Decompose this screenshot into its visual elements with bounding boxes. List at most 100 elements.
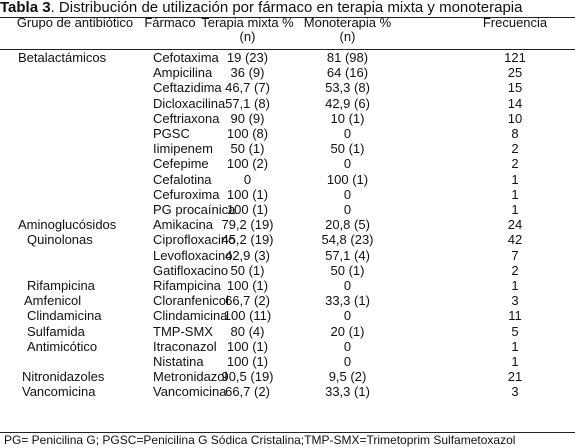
rule xyxy=(0,49,575,50)
mixed-therapy-cell: 36 (9) xyxy=(230,65,265,81)
drug-cell: Vancomicina xyxy=(153,384,227,400)
monotherapy-cell: 81 (98) xyxy=(326,50,369,65)
drug-cell: Metronidazol xyxy=(153,369,228,385)
monotherapy-cell: 20,8 (5) xyxy=(325,217,370,233)
monotherapy-cell: 0 xyxy=(343,126,352,141)
mixed-therapy-cell: 100 (11) xyxy=(223,308,272,324)
group-cell: Quinolonas xyxy=(27,232,93,248)
mixed-therapy-cell: 79,2 (19) xyxy=(221,217,274,233)
monotherapy-cell: 0 xyxy=(343,202,352,217)
monotherapy-cell: 0 xyxy=(343,186,352,202)
mixed-therapy-cell: 46,7 (7) xyxy=(225,80,270,96)
drug-cell: Ampicilina xyxy=(153,65,213,81)
mixed-therapy-cell: 50 (1) xyxy=(230,141,265,157)
mixed-therapy-cell: 100 (1) xyxy=(226,202,269,217)
mixed-therapy-cell: 100 (1) xyxy=(226,338,269,354)
drug-cell: PG procaínica xyxy=(153,202,236,217)
rule xyxy=(0,432,575,433)
frequency-cell: 3 xyxy=(511,384,519,400)
frequency-cell: 15 xyxy=(507,80,523,96)
header-frequency: Frecuencia xyxy=(482,15,548,30)
mixed-therapy-cell: 100 (2) xyxy=(226,156,269,172)
frequency-cell: 14 xyxy=(507,95,523,111)
drug-cell: Cefepime xyxy=(153,156,209,172)
frequency-cell: 10 xyxy=(507,110,523,126)
frequency-cell: 1 xyxy=(511,278,519,293)
group-cell: Clindamicina xyxy=(27,308,102,324)
mixed-therapy-cell: 45,2 (19) xyxy=(221,232,274,248)
frequency-cell: 3 xyxy=(511,293,519,309)
drug-cell: Ceftriaxona xyxy=(153,110,220,126)
monotherapy-cell: 33,3 (1) xyxy=(325,384,370,400)
group-cell: Aminoglucósidos xyxy=(18,217,117,233)
drug-cell: Levofloxacino xyxy=(153,247,233,263)
monotherapy-cell: 53,3 (8) xyxy=(325,80,370,96)
frequency-cell: 5 xyxy=(511,323,519,339)
monotherapy-cell: 0 xyxy=(343,354,352,369)
monotherapy-cell: 33,3 (1) xyxy=(325,293,370,309)
mixed-therapy-cell: 42,9 (3) xyxy=(225,247,270,263)
frequency-cell: 8 xyxy=(511,126,519,141)
mixed-therapy-cell: 66,7 (2) xyxy=(225,384,270,400)
drug-cell: Cefuroxima xyxy=(153,186,220,202)
frequency-cell: 11 xyxy=(508,308,522,324)
header-mixed-therapy: Terapia mixta % (n) xyxy=(201,15,294,44)
group-cell: Rifampicina xyxy=(27,278,95,293)
drug-cell: Cloranfenicol xyxy=(153,293,229,309)
monotherapy-cell: 50 (1) xyxy=(330,262,365,278)
frequency-cell: 1 xyxy=(511,354,519,369)
rule xyxy=(0,17,575,18)
group-cell: Antimicótico xyxy=(27,338,98,354)
frequency-cell: 1 xyxy=(511,171,519,187)
monotherapy-cell: 54,8 (23) xyxy=(321,232,374,248)
drug-cell: Cefotaxima xyxy=(153,50,219,65)
frequency-cell: 24 xyxy=(507,217,523,233)
mixed-therapy-cell: 0 xyxy=(243,171,252,187)
monotherapy-cell: 64 (16) xyxy=(326,65,369,81)
drug-cell: TMP-SMX xyxy=(153,323,213,339)
monotherapy-cell: 10 (1) xyxy=(330,110,365,126)
header-group: Grupo de antibiótico xyxy=(16,15,134,30)
mixed-therapy-cell: 50 (1) xyxy=(230,262,265,278)
mixed-therapy-cell: 100 (1) xyxy=(226,186,269,202)
drug-cell: Cefalotina xyxy=(153,171,212,187)
group-cell: Vancomicina xyxy=(22,384,96,400)
mixed-therapy-cell: 57,1 (8) xyxy=(225,95,270,111)
monotherapy-cell: 57,1 (4) xyxy=(325,247,370,263)
footnote: PG= Penicilina G; PGSC=Penicilina G Sódi… xyxy=(4,433,516,447)
mixed-therapy-cell: 90 (9) xyxy=(230,110,265,126)
header-monotherapy: Monoterapia % (n) xyxy=(303,15,392,44)
drug-cell: Itraconazol xyxy=(153,338,217,354)
drug-cell: Gatifloxacino xyxy=(153,262,229,278)
frequency-cell: 7 xyxy=(511,247,519,263)
mixed-therapy-cell: 19 (23) xyxy=(226,50,269,65)
frequency-cell: 1 xyxy=(511,338,519,354)
drug-cell: Nistatina xyxy=(153,354,204,369)
monotherapy-cell: 0 xyxy=(343,308,352,324)
group-cell: Betalactámicos xyxy=(18,50,107,65)
monotherapy-cell: 50 (1) xyxy=(330,141,365,157)
group-cell: Amfenicol xyxy=(24,293,82,309)
drug-cell: Rifampicina xyxy=(153,278,221,293)
frequency-cell: 42 xyxy=(507,232,523,248)
frequency-cell: 2 xyxy=(511,156,519,172)
mixed-therapy-cell: 100 (1) xyxy=(226,354,269,369)
frequency-cell: 25 xyxy=(507,65,523,81)
monotherapy-cell: 0 xyxy=(343,278,352,293)
drug-cell: Clindamicina xyxy=(153,308,228,324)
monotherapy-cell: 9,5 (2) xyxy=(328,369,367,385)
mixed-therapy-cell: 100 (1) xyxy=(226,278,269,293)
mixed-therapy-cell: 100 (8) xyxy=(226,126,269,141)
frequency-cell: 21 xyxy=(507,369,523,385)
drug-cell: Ceftazidima xyxy=(153,80,222,96)
drug-cell: PGSC xyxy=(153,126,190,141)
drug-cell: Amikacina xyxy=(153,217,213,233)
table-title: Tabla 3. Distribución de utilización por… xyxy=(0,0,522,16)
frequency-cell: 121 xyxy=(504,50,526,65)
drug-cell: Ciprofloxacino xyxy=(153,232,236,248)
frequency-cell: 1 xyxy=(511,202,519,217)
mixed-therapy-cell: 90,5 (19) xyxy=(221,369,274,385)
monotherapy-cell: 20 (1) xyxy=(330,323,365,339)
mixed-therapy-cell: 66,7 (2) xyxy=(225,293,270,309)
